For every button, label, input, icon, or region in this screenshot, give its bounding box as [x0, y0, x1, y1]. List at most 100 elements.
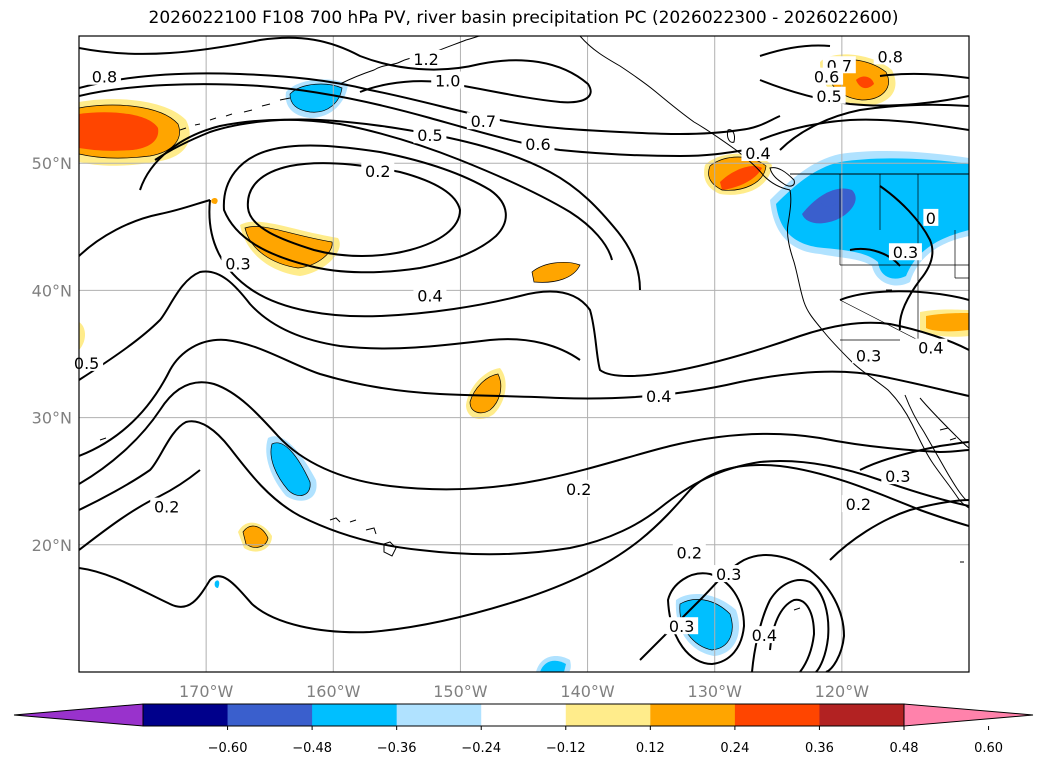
contour-label-bg: [466, 112, 500, 130]
contour-label-bg: [747, 626, 781, 644]
contour-label-bg: [361, 161, 395, 179]
contour-label-bg: [852, 346, 886, 364]
pv-contour-line: [222, 144, 507, 274]
latitude-label: 20°N: [32, 536, 72, 555]
hawaii-islands: [329, 517, 397, 557]
latitude-label: 40°N: [32, 281, 72, 300]
small-islands: [99, 289, 964, 611]
pv-contour-line: [208, 199, 969, 377]
colorbar-segment: [565, 704, 651, 726]
colorbar-min-extend: [13, 703, 144, 727]
colorbar-segment: [734, 704, 820, 726]
colorbar-tick-label: 0.60: [974, 741, 1003, 756]
contour-label: 0.2: [846, 495, 871, 514]
contour-label-bg: [923, 208, 939, 226]
contour-label: 0.5: [816, 87, 841, 106]
pv-contour-line: [639, 554, 846, 672]
colorbar-tick-label: 0.48: [890, 741, 919, 756]
pv-contour-line: [79, 420, 969, 556]
longitude-label: 170°W: [179, 682, 234, 701]
contour-label: 0.5: [74, 354, 99, 373]
contour-labels: 0.81.21.00.70.5 0.60.20.30.40.50.40.20.20…: [70, 47, 948, 645]
colorbar-segment: [312, 704, 398, 726]
longitude-label: 130°W: [688, 682, 743, 701]
colorbar: −0.60 −0.48 −0.36 −0.24 −0.12 0.12 0.24 0.36 0.4…: [13, 703, 1034, 756]
contour-label: 0.3: [885, 467, 910, 486]
pv-contour-line: [79, 338, 969, 457]
precip-positive-area: [79, 112, 159, 151]
latitude-labels: 50°N 40°N 30°N 20°N: [32, 154, 72, 555]
pv-contour-line: [139, 118, 613, 261]
longitude-label: 150°W: [433, 682, 488, 701]
contour-label: 0.4: [646, 387, 671, 406]
contour-label: 0.2: [566, 480, 591, 499]
colorbar-max-extend: [903, 703, 1034, 727]
contour-label-bg: [431, 71, 465, 89]
pv-contour-line: [859, 441, 969, 471]
west-coast-coastline: [787, 189, 969, 509]
colorbar-tick-label: −0.12: [546, 741, 586, 756]
precip-positive-area: [470, 374, 501, 413]
pv-contour-line: [79, 381, 969, 491]
precip-positive-area: [532, 262, 580, 283]
contour-label: 0.4: [752, 626, 777, 645]
contour-label-bg: [841, 495, 875, 513]
pv-contour-line: [839, 290, 969, 301]
contour-label-bg: [914, 338, 948, 356]
contour-label: 0.2: [365, 162, 390, 181]
pv-contour-line: [79, 199, 211, 257]
contour-label: 1.0: [435, 72, 460, 91]
alaska-panhandle-coastline: [579, 36, 791, 191]
contour-label-bg: [413, 286, 447, 304]
colorbar-tick-label: −0.60: [208, 741, 248, 756]
pv-contour-line: [79, 469, 201, 551]
pv-contour-line: [666, 572, 746, 666]
contour-label-bg: [888, 243, 922, 261]
contour-label-bg: [741, 144, 775, 162]
precip-positive-area: [856, 76, 874, 89]
aleutian-islands: [179, 97, 291, 131]
contour-label-bg: [810, 67, 844, 85]
baja-peninsula: [904, 394, 969, 501]
colorbar-segment: [819, 704, 905, 726]
colorbar-frame: [142, 703, 905, 727]
contour-label-bg: [521, 135, 555, 153]
colorbar-tick-label: 0.24: [720, 741, 749, 756]
precip-negative-area: [540, 660, 566, 672]
contour-label: 0.4: [918, 339, 943, 358]
contour-label: 0.6: [525, 135, 550, 154]
precip-negative-area: [214, 580, 220, 588]
longitude-labels: 170°W 160°W 150°W 140°W 130°W 120°W: [179, 682, 869, 701]
pv-contour-line: [769, 598, 816, 672]
contour-label-bg: [873, 47, 907, 65]
latitude-label: 50°N: [32, 154, 72, 173]
coastlines: [99, 36, 969, 611]
contour-label-bg: [562, 479, 596, 497]
contour-label: 0.2: [154, 498, 179, 517]
pv-contour-line: [779, 103, 969, 151]
contour-label: 0: [926, 209, 936, 228]
precip-positive-area: [211, 197, 218, 204]
colorbar-tick-label: −0.48: [292, 741, 332, 756]
contour-label: 0.5: [417, 126, 442, 145]
longitude-label: 120°W: [815, 682, 870, 701]
map-frame: [78, 35, 970, 673]
pv-contour-line: [849, 248, 901, 267]
precip-positive-area: [243, 526, 268, 548]
contour-label-bg: [150, 497, 184, 515]
contour-label-bg: [221, 254, 255, 272]
pv-contour-line: [829, 499, 969, 561]
contour-label: 0.3: [856, 346, 881, 365]
pv-contour-line: [79, 464, 969, 634]
latitude-label: 30°N: [32, 409, 72, 428]
pv-contour-line: [759, 44, 969, 79]
precip-positive-area: [926, 313, 969, 332]
vancouver-island: [769, 167, 795, 187]
contour-label: 0.8: [877, 47, 902, 66]
longitude-label: 160°W: [306, 682, 361, 701]
contour-label-bg: [642, 386, 676, 404]
contour-label: 0.3: [893, 243, 918, 262]
colorbar-segment: [481, 704, 567, 726]
contour-label-bg: [413, 126, 447, 144]
precip-positive-area: [720, 165, 762, 190]
